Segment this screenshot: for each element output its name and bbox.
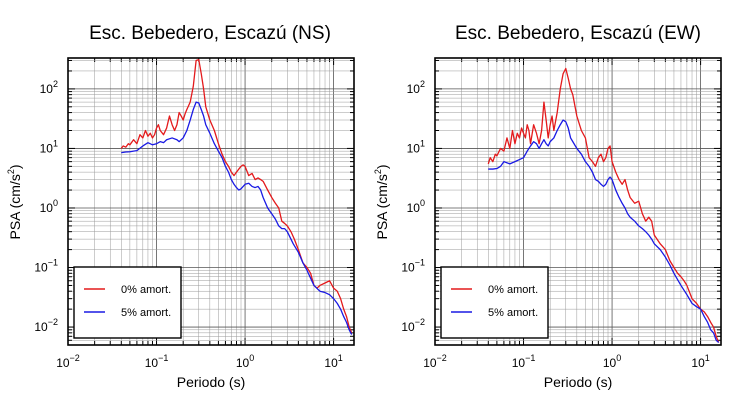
x-tick-exp: 0 (616, 353, 621, 363)
x-tick-exp: 1 (338, 353, 343, 363)
plot-frame (434, 57, 722, 346)
y-axis-label-tail: ) (7, 164, 23, 169)
legend-label-0: 0% amort. (488, 284, 538, 296)
chart-title: Esc. Bebedero, Escazú (NS) (89, 23, 331, 44)
y-tick-base: 10 (40, 201, 54, 215)
x-tick-exp: −1 (525, 353, 535, 363)
y-tick-label: 100 (407, 198, 425, 215)
x-tick-base: 10 (236, 356, 250, 370)
x-tick-exp: −1 (158, 353, 168, 363)
y-tick-label: 101 (407, 138, 425, 155)
chart-ns: Esc. Bebedero, Escazú (NS) 10−2 10−1 100 10… (6, 23, 355, 390)
legend-label-1: 5% amort. (121, 307, 171, 319)
plot-frame (67, 57, 355, 346)
x-tick-label: 10−1 (145, 353, 169, 370)
x-tick-base: 10 (423, 356, 437, 370)
x-tick-label: 101 (691, 353, 709, 370)
x-tick-label: 100 (236, 353, 254, 370)
y-tick-label: 10−2 (401, 317, 425, 334)
y-tick-label: 100 (40, 198, 58, 215)
y-tick-exp: 1 (420, 138, 425, 148)
x-tick-base: 10 (145, 356, 159, 370)
y-tick-label: 102 (407, 79, 425, 96)
y-tick-base: 10 (40, 82, 54, 96)
y-tick-exp: 0 (53, 198, 58, 208)
series-line-0 (487, 67, 720, 343)
y-tick-base: 10 (34, 320, 48, 334)
x-tick-exp: −2 (70, 353, 80, 363)
x-tick-label: 10−1 (512, 353, 536, 370)
y-tick-exp: −2 (48, 317, 58, 327)
y-axis-label: PSA (cm/s2) (373, 164, 390, 239)
series-layer (487, 67, 720, 344)
y-tick-exp: 1 (53, 138, 58, 148)
y-tick-label: 10−1 (401, 258, 425, 275)
y-tick-base: 10 (407, 201, 421, 215)
x-tick-label: 10−2 (423, 353, 447, 370)
x-tick-base: 10 (512, 356, 526, 370)
y-axis-label-base: PSA (cm/s (7, 174, 23, 239)
legend-box (73, 266, 182, 339)
x-axis-label: Periodo (s) (177, 374, 245, 390)
chart-title: Esc. Bebedero, Escazú (EW) (455, 23, 701, 44)
y-tick-label: 101 (40, 138, 58, 155)
y-tick-base: 10 (40, 141, 54, 155)
y-tick-base: 10 (401, 261, 415, 275)
x-tick-exp: −2 (437, 353, 447, 363)
chart-ew: Esc. Bebedero, Escazú (EW) 10−2 10−1 100 10… (373, 23, 722, 390)
y-axis-label-tail: ) (374, 164, 390, 169)
x-axis-label: Periodo (s) (544, 374, 612, 390)
y-tick-label: 10−1 (34, 258, 58, 275)
series-line-1 (121, 101, 353, 335)
x-tick-base: 10 (691, 356, 705, 370)
y-axis-label: PSA (cm/s2) (6, 164, 23, 239)
y-tick-exp: −1 (48, 258, 58, 268)
y-tick-base: 10 (407, 141, 421, 155)
y-tick-label: 10−2 (34, 317, 58, 334)
x-tick-base: 10 (324, 356, 338, 370)
series-line-0 (120, 58, 353, 334)
y-tick-exp: 2 (53, 79, 58, 89)
x-tick-label: 100 (603, 353, 621, 370)
y-tick-base: 10 (34, 261, 48, 275)
legend: 0% amort. 5% amort. (440, 266, 549, 339)
y-tick-base: 10 (407, 82, 421, 96)
y-tick-exp: 2 (420, 79, 425, 89)
series-line-1 (488, 119, 720, 344)
y-tick-base: 10 (401, 320, 415, 334)
legend: 0% amort. 5% amort. (73, 266, 182, 339)
x-tick-label: 10−2 (56, 353, 80, 370)
legend-box (440, 266, 549, 339)
legend-label-0: 0% amort. (121, 284, 171, 296)
x-tick-base: 10 (603, 356, 617, 370)
y-axis-label-sup: 2 (6, 169, 16, 174)
x-tick-label: 101 (324, 353, 342, 370)
series-layer (120, 58, 353, 335)
y-tick-exp: −2 (415, 317, 425, 327)
x-tick-base: 10 (56, 356, 70, 370)
y-axis-label-base: PSA (cm/s (374, 174, 390, 239)
y-tick-exp: 0 (420, 198, 425, 208)
x-tick-exp: 1 (705, 353, 710, 363)
legend-label-1: 5% amort. (488, 307, 538, 319)
y-tick-exp: −1 (415, 258, 425, 268)
y-axis-label-sup: 2 (373, 169, 383, 174)
x-tick-exp: 0 (249, 353, 254, 363)
y-tick-label: 102 (40, 79, 58, 96)
